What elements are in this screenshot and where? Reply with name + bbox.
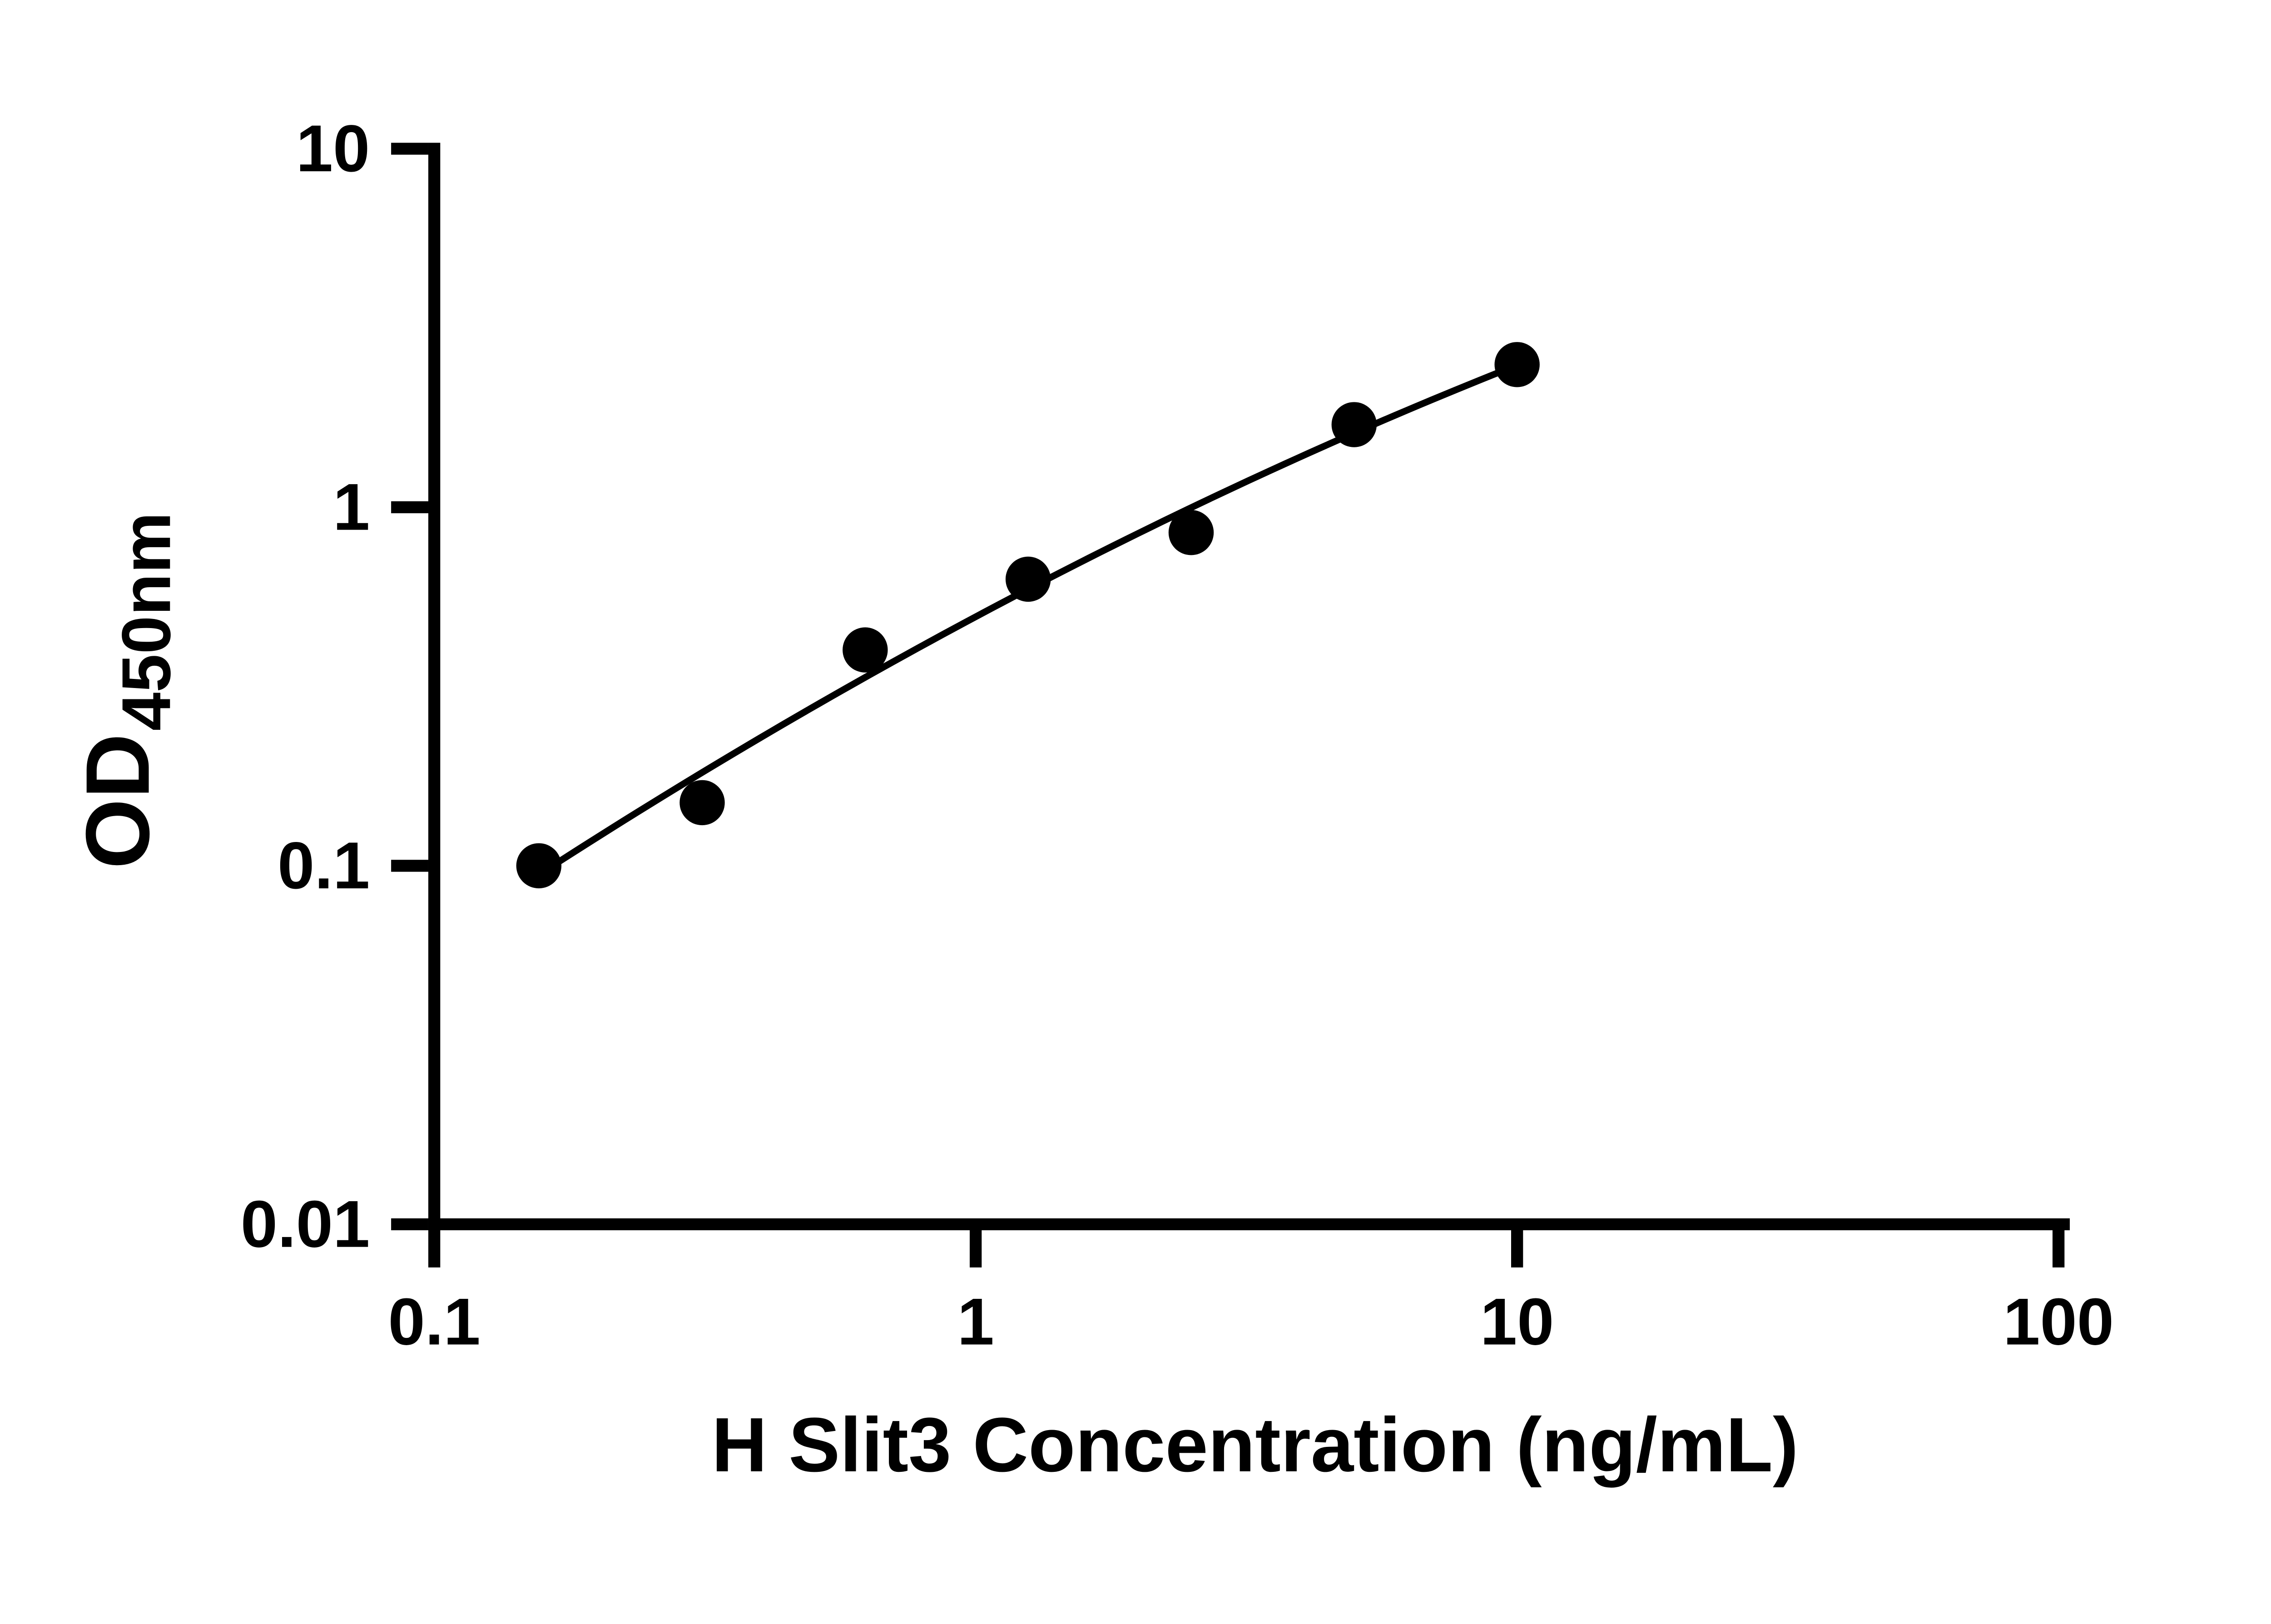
y-axis-title: OD450nm: [67, 512, 185, 869]
x-tick-label: 1: [957, 1285, 994, 1359]
x-axis-title: H Slit3 Concentration (ng/mL): [712, 1401, 1799, 1488]
data-point: [1494, 342, 1540, 387]
y-axis-title-sub: 450nm: [108, 512, 185, 731]
x-tick-label: 10: [1480, 1285, 1554, 1359]
y-tick-label: 0.01: [241, 1187, 370, 1261]
x-tick-label: 100: [2003, 1285, 2114, 1359]
axes-lines: [428, 143, 2070, 1231]
data-point: [843, 627, 888, 673]
data-point: [679, 780, 725, 826]
data-point: [1168, 510, 1214, 555]
chart-container: 0.1 1 10 100 0.01 0.1 1 10 H Slit3 Concentratio…: [67, 111, 2114, 1488]
y-tick-label: 1: [333, 470, 370, 544]
y-axis-title-main: OD: [67, 733, 168, 869]
y-tick-label: 0.1: [278, 828, 370, 902]
x-tick-label: 0.1: [388, 1285, 481, 1359]
data-point: [516, 843, 562, 889]
data-point: [1331, 402, 1377, 447]
y-tick-label: 10: [296, 111, 370, 185]
data-point: [1005, 556, 1051, 602]
